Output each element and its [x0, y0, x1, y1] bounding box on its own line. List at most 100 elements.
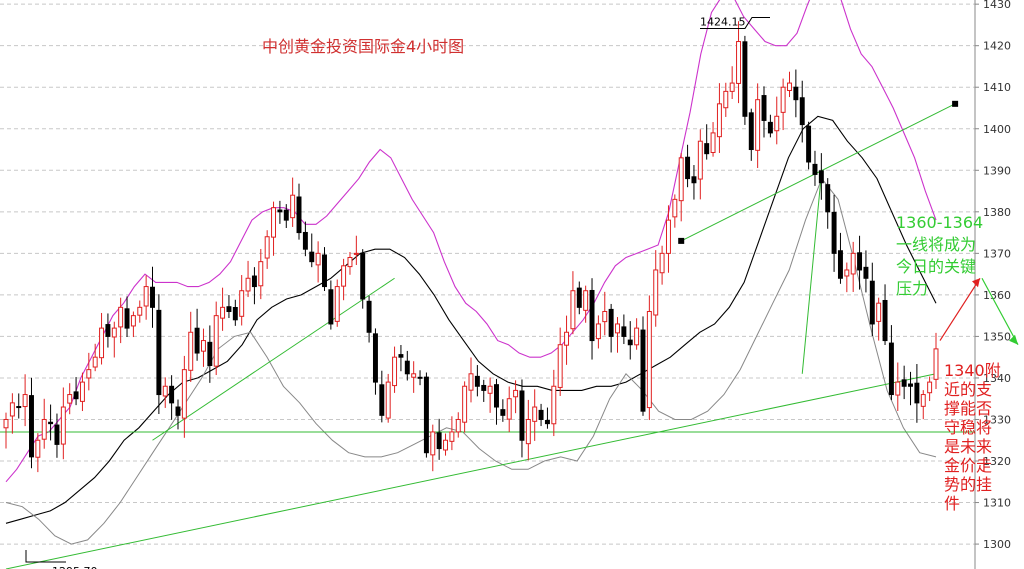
candle-body	[143, 286, 149, 307]
candle-body	[194, 327, 200, 354]
candle-body	[513, 389, 519, 398]
candle-body	[589, 289, 595, 342]
candle-body	[895, 381, 901, 396]
candle-body	[86, 369, 92, 379]
candle-body	[888, 342, 894, 396]
candle-body	[825, 184, 831, 213]
tick-label: 1400	[983, 123, 1011, 136]
candle-body	[608, 308, 614, 337]
support-note-line: 势的挂	[944, 475, 992, 494]
candle-body	[423, 376, 429, 454]
candle-body	[341, 265, 347, 287]
candle-body	[137, 306, 143, 316]
candle-body	[322, 254, 327, 288]
trendline-lower-rising-support	[5, 373, 937, 569]
candle-body	[54, 424, 60, 445]
candle-body	[519, 390, 525, 441]
tick-label: 1380	[983, 206, 1011, 219]
candle-body	[551, 385, 557, 425]
candle-body	[755, 99, 761, 151]
candle-body	[16, 406, 22, 409]
green-arrow-line	[981, 277, 1019, 346]
candle-body	[48, 421, 54, 425]
candle-body	[271, 207, 277, 238]
candle-body	[538, 409, 544, 420]
candle-body	[691, 176, 697, 184]
bollinger-bands	[5, 0, 937, 545]
candle-body	[73, 391, 79, 400]
candle-body	[207, 341, 213, 366]
candle-body	[92, 356, 98, 368]
candle-body	[602, 310, 608, 323]
candle-body	[646, 310, 652, 409]
candle-body	[462, 385, 468, 423]
tick-label: 1350	[983, 330, 1011, 343]
candle-body	[200, 340, 206, 352]
tick-label: 1420	[983, 40, 1011, 53]
candle-body	[360, 253, 366, 300]
candle-body	[455, 418, 461, 433]
candle-body	[309, 251, 315, 263]
candle-body	[411, 373, 417, 378]
candle-body	[443, 439, 448, 451]
candle-body	[723, 90, 729, 109]
trendline-short-support-1	[152, 277, 395, 441]
resistance-note-line: 今日的关键	[896, 257, 976, 276]
price-axis: 1300 1310 1320 1330 1340 1350 1360 1370 1380 1390…	[974, 0, 1011, 569]
candle-body	[525, 418, 531, 445]
candle-body	[347, 257, 353, 268]
candle-body	[487, 385, 493, 394]
candle-body	[787, 82, 792, 91]
candle-body	[105, 324, 111, 337]
candle-body	[678, 157, 684, 202]
candle-body	[111, 327, 117, 338]
candle-body	[436, 432, 442, 450]
candle-body	[806, 125, 812, 163]
candle-body	[130, 315, 136, 327]
candle-body	[481, 384, 487, 391]
candle-body	[474, 375, 480, 387]
candle-body	[35, 439, 41, 458]
candle-body	[818, 170, 824, 184]
candle-body	[245, 277, 251, 292]
candle-body	[767, 121, 773, 134]
candle-body	[277, 209, 283, 213]
tick-label: 1360	[983, 289, 1011, 302]
candle-body	[22, 394, 28, 408]
candle-body	[417, 376, 423, 379]
candle-body	[29, 395, 34, 458]
candle-body	[710, 132, 716, 153]
candle-body	[716, 103, 722, 138]
candle-body	[933, 348, 939, 380]
candle-body	[780, 86, 786, 113]
candle-body	[583, 290, 589, 311]
candle-body	[379, 384, 385, 416]
candle-body	[290, 194, 296, 219]
candle-body	[239, 290, 245, 317]
candle-body	[697, 140, 703, 180]
candle-body	[882, 299, 888, 342]
candle-body	[328, 289, 334, 325]
candle-body	[908, 383, 913, 387]
candle-body	[621, 326, 627, 337]
candle-body	[60, 406, 66, 445]
candle-body	[742, 41, 748, 117]
candle-body	[494, 384, 499, 408]
candle-body	[570, 290, 576, 330]
support-note-line: 金价走	[944, 456, 992, 475]
candle-body	[914, 382, 920, 404]
candle-body	[640, 329, 646, 412]
candle-body	[627, 339, 633, 346]
resistance-note-line: 1360-1364	[896, 213, 983, 232]
candle-body	[213, 315, 219, 367]
candle-body	[251, 275, 257, 288]
candle-body	[296, 196, 302, 234]
candle-body	[430, 431, 436, 456]
candle-body	[366, 300, 372, 333]
candle-body	[685, 156, 691, 180]
trendline-handle	[952, 100, 959, 107]
tick-label: 1340	[983, 372, 1011, 385]
candle-body	[748, 112, 754, 151]
tick-label: 1390	[983, 164, 1011, 177]
